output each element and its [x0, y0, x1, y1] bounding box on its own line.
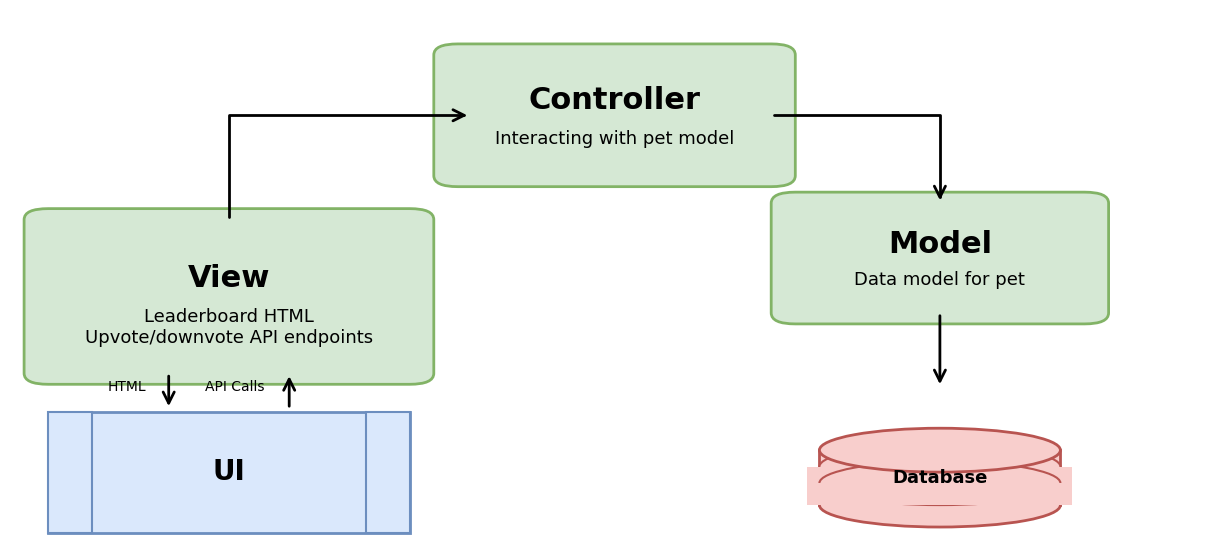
FancyBboxPatch shape — [48, 412, 410, 533]
Text: Interacting with pet model: Interacting with pet model — [495, 131, 734, 148]
Text: Leaderboard HTML
Upvote/downvote API endpoints: Leaderboard HTML Upvote/downvote API end… — [84, 308, 374, 346]
FancyBboxPatch shape — [24, 209, 434, 384]
Bar — [366, 412, 410, 533]
Ellipse shape — [819, 461, 1060, 505]
FancyBboxPatch shape — [771, 192, 1109, 324]
Bar — [807, 483, 1072, 505]
Text: Controller: Controller — [529, 86, 700, 115]
Text: UI: UI — [212, 458, 246, 486]
Text: View: View — [188, 264, 270, 293]
Ellipse shape — [819, 428, 1060, 472]
Ellipse shape — [819, 483, 1060, 527]
Bar — [807, 467, 1072, 489]
Text: HTML: HTML — [107, 380, 146, 394]
Ellipse shape — [819, 445, 1060, 489]
Text: Data model for pet: Data model for pet — [854, 271, 1025, 289]
Bar — [819, 450, 1060, 505]
Text: Model: Model — [888, 231, 992, 259]
Bar — [48, 412, 92, 533]
Text: Database: Database — [892, 469, 988, 486]
Text: API Calls: API Calls — [205, 380, 265, 394]
FancyBboxPatch shape — [434, 44, 795, 187]
